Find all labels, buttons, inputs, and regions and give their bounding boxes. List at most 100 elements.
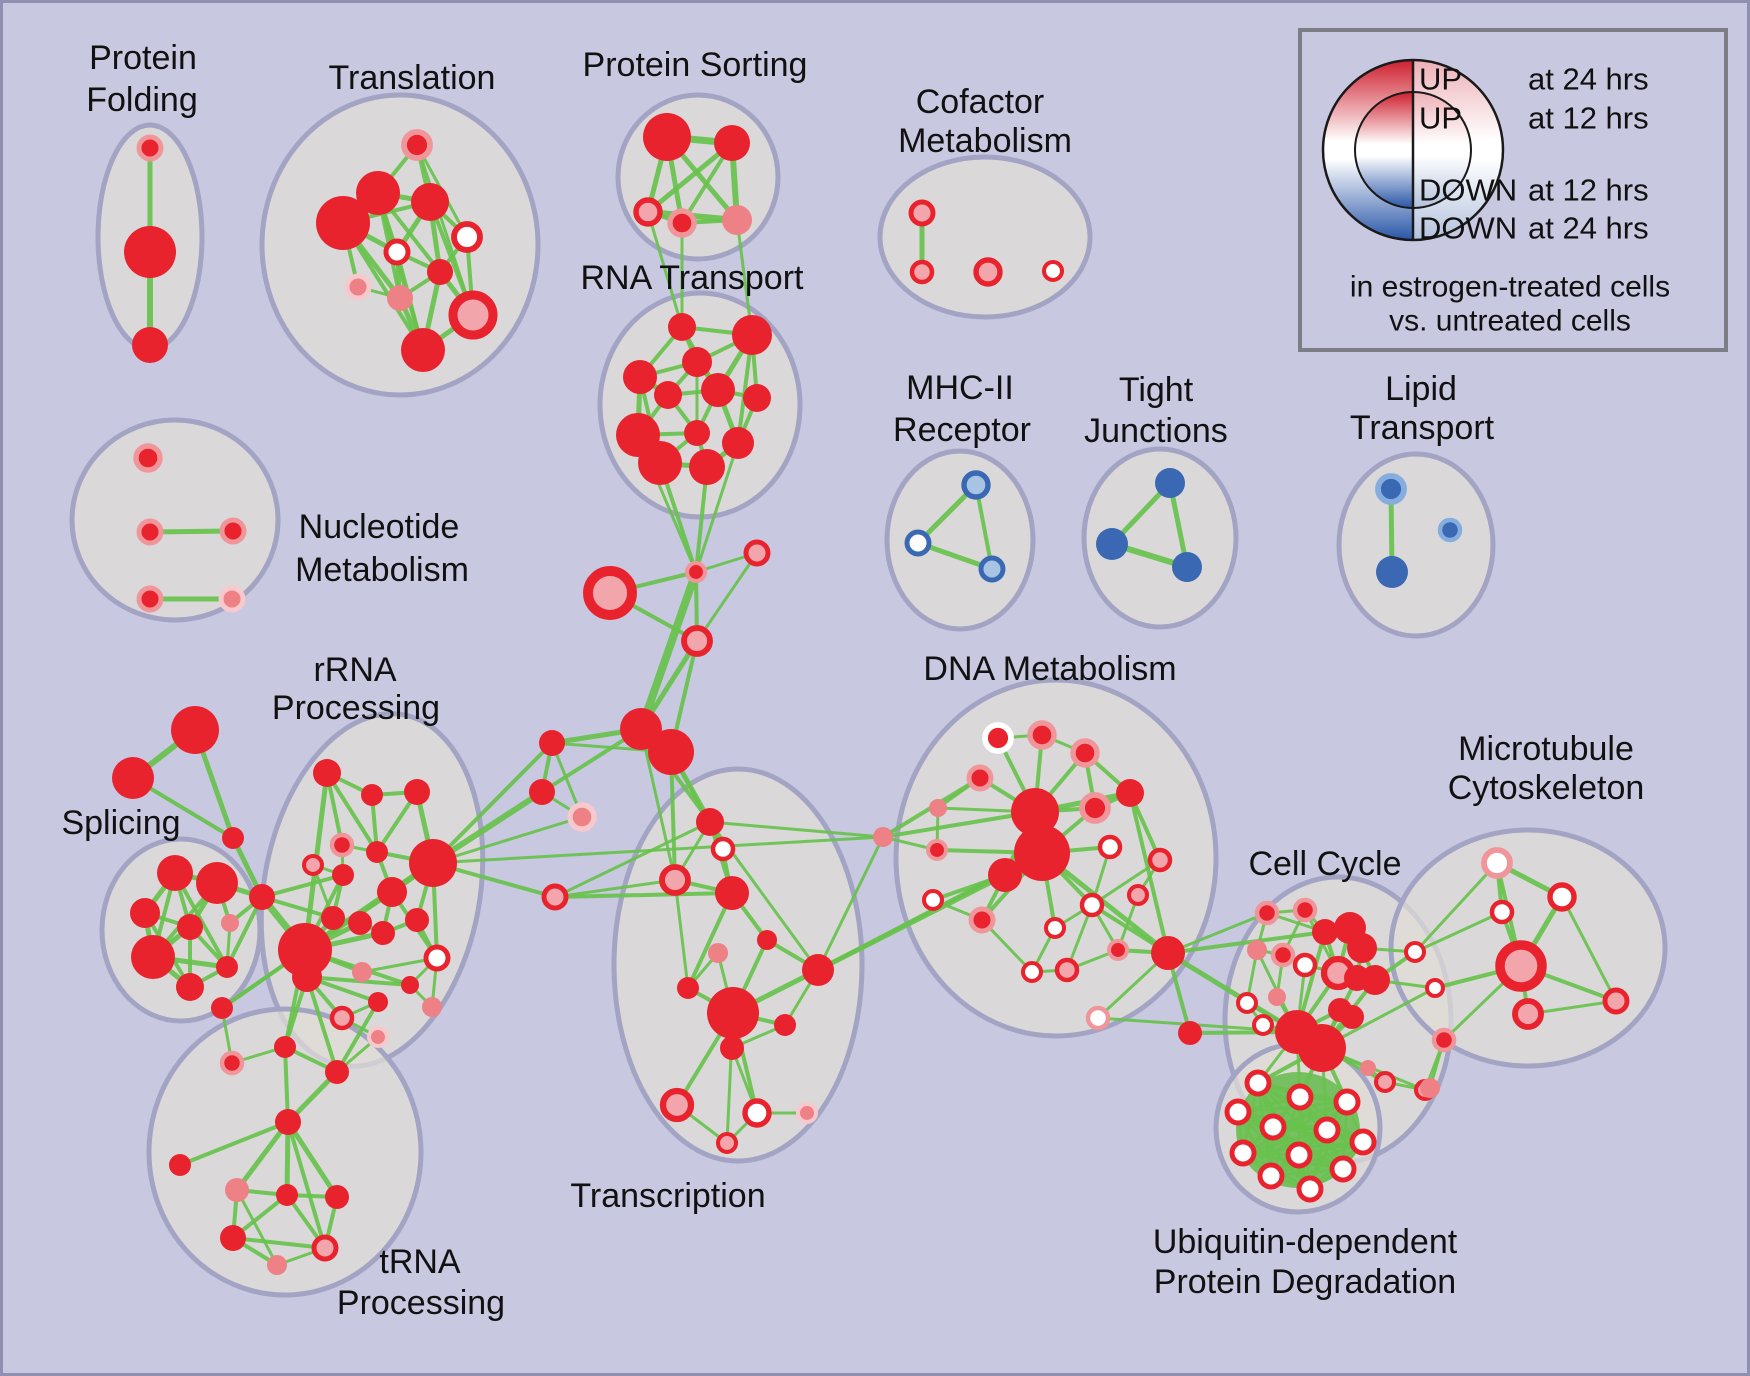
red-solid-node [401, 328, 445, 372]
red-ring-white-center-node [1286, 1083, 1314, 1111]
red-solid-node [216, 956, 238, 978]
edge [816, 835, 885, 972]
red-solid-node [774, 1014, 796, 1036]
cluster-ellipse-nucleotide-metabolism [69, 417, 281, 623]
red-ring-pink-center-node [448, 290, 498, 340]
pink-ring-red-center-node [136, 518, 164, 546]
red-solid-node [623, 360, 657, 394]
lightpink-ring-pink-center-node [567, 802, 597, 832]
red-solid-node [682, 347, 712, 377]
red-ring-white-center-node [1041, 259, 1065, 283]
red-ring-white-center-node [1235, 991, 1259, 1015]
cluster-label-protein-sorting-line0: Protein Sorting [583, 46, 808, 84]
red-ring-white-center-node [1547, 882, 1577, 912]
cluster-label-lipid-transport-line0: Lipid [1385, 370, 1457, 408]
edge [325, 771, 379, 854]
red-solid-node [404, 779, 430, 805]
red-solid-node [411, 183, 449, 221]
edge [637, 568, 700, 733]
red-solid-node [677, 977, 699, 999]
pink-ring-white-center-node [1085, 1005, 1111, 1031]
cluster-label-transcription-line0: Transcription [570, 1177, 765, 1215]
cluster-label-rna-transport-line0: RNA Transport [581, 259, 805, 297]
red-ring-white-center-node [1043, 916, 1067, 940]
red-ring-pink-center-node [715, 1131, 739, 1155]
legend-time-label-3: at 24 hrs [1528, 211, 1649, 246]
red-solid-node [715, 876, 749, 910]
blue-ring-white-center-node [904, 529, 932, 557]
blue-solid-node [1376, 556, 1408, 588]
red-solid-node [1312, 919, 1338, 945]
pink-ring-red-center-node [1254, 900, 1280, 926]
red-solid-node [732, 315, 772, 355]
lightblue-ring-blue-center-node [1375, 473, 1407, 505]
legend-direction-label-3: DOWN [1419, 211, 1517, 246]
edge [1128, 791, 1170, 955]
edge [305, 975, 339, 1074]
nodes-layer [112, 113, 1630, 1275]
red-ring-white-center-node [1489, 899, 1515, 925]
pink-ring-red-center-node [219, 1050, 245, 1076]
legend-box [1298, 28, 1728, 352]
red-solid-node [171, 706, 219, 754]
pink-solid-node [352, 962, 372, 982]
red-solid-node [325, 1060, 349, 1084]
red-solid-node [757, 930, 777, 950]
edge [1560, 895, 1618, 1003]
edge [1166, 930, 1327, 955]
red-ring-pink-center-node [973, 257, 1003, 287]
red-solid-node [427, 259, 453, 285]
legend-time-label-1: at 12 hrs [1528, 101, 1649, 136]
edge [553, 891, 734, 899]
red-solid-node [1360, 965, 1390, 995]
edge [695, 551, 759, 643]
red-solid-node [131, 935, 175, 979]
red-solid-node [124, 226, 176, 278]
cluster-label-ubiquitin-degradation-line0: Ubiquitin-dependent [1153, 1223, 1458, 1261]
white-ring-red-center-node [982, 722, 1014, 754]
red-solid-node [177, 914, 203, 940]
red-solid-node [275, 1109, 301, 1135]
lightpink-ring-pink-center-node [344, 273, 372, 301]
red-solid-node [401, 976, 419, 994]
red-ring-white-center-node [1425, 978, 1445, 998]
cluster-label-trna-processing-line1: Processing [337, 1284, 505, 1322]
red-ring-white-center-node [1313, 1116, 1341, 1144]
red-solid-node [371, 921, 395, 945]
cluster-label-nucleotide-metabolism-line0: Nucleotide [299, 508, 460, 546]
red-ring-white-center-node [1403, 940, 1427, 964]
red-solid-node [132, 327, 168, 363]
red-solid-node [325, 1185, 349, 1209]
edge [235, 1188, 279, 1267]
red-solid-node [1347, 933, 1377, 963]
red-solid-node [130, 898, 160, 928]
red-solid-node [1116, 779, 1144, 807]
red-ring-pink-center-node [583, 566, 637, 620]
pink-ring-white-center-node [1481, 847, 1513, 879]
pink-ring-red-center-node [136, 134, 164, 162]
red-solid-node [668, 313, 696, 341]
pink-ring-red-center-node [968, 906, 996, 934]
red-solid-node [988, 858, 1022, 892]
edge [335, 1000, 380, 1074]
red-solid-node [274, 1036, 296, 1058]
edge [639, 727, 677, 882]
cluster-ellipse-mhc-ii-receptor [884, 448, 1036, 632]
edge [881, 810, 1037, 839]
red-solid-node [292, 962, 322, 992]
cluster-label-cofactor-metabolism-line0: Cofactor [916, 83, 1045, 121]
red-ring-white-center-node [451, 221, 483, 253]
red-solid-node [643, 113, 691, 161]
red-solid-node [1014, 825, 1070, 881]
red-solid-node [714, 125, 750, 161]
red-ring-white-center-node [1020, 960, 1044, 984]
edge [646, 210, 684, 329]
red-ring-pink-center-node [633, 197, 663, 227]
red-ring-pink-center-node [1373, 1070, 1397, 1094]
pink-ring-red-center-node [1270, 942, 1296, 968]
red-solid-node [361, 784, 383, 806]
lightpink-ring-pink-center-node [218, 585, 246, 613]
red-ring-pink-center-node [1147, 847, 1173, 873]
cluster-label-trna-processing-line0: tRNA [379, 1243, 461, 1281]
